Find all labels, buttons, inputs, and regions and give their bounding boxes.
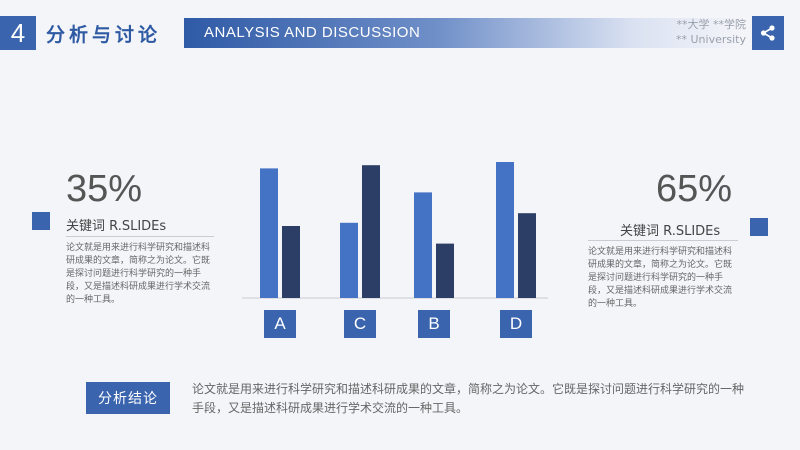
bar-B-series-2 [436,243,454,298]
university-name: ** University [676,33,746,46]
right-divider [588,240,738,241]
left-divider [66,236,214,237]
left-keyword: 关键词 R.SLIDEs [66,219,167,234]
section-title-en: ANALYSIS AND DISCUSSION [204,24,421,41]
school-label: **大学 **学院 ** University [676,17,746,47]
category-label-D: D [500,310,532,338]
right-keyword: 关键词 R.SLIDEs [620,224,721,239]
section-number: 4 [0,16,36,50]
conclusion-button[interactable]: 分析结论 [86,382,170,414]
category-label-C: C [344,310,376,338]
right-marker-square [750,218,768,236]
header-band [184,18,744,48]
left-percent: 35% [66,168,143,210]
left-paragraph: 论文就是用来进行科学研究和描述科研成果的文章，简称之为论文。它既是探讨问题进行科… [66,243,211,305]
section-title-cn: 分析与讨论 [46,24,162,46]
share-button[interactable] [752,16,784,50]
conclusion-text: 论文就是用来进行科学研究和描述科研成果的文章，简称之为论文。它既是探讨问题进行科… [192,382,745,415]
bar-D-series-1 [496,162,514,298]
bar-A-series-2 [282,226,300,298]
right-paragraph: 论文就是用来进行科学研究和描述科研成果的文章，简称之为论文。它既是探讨问题进行科… [588,247,733,309]
school-name: **大学 **学院 [676,18,747,31]
category-label-B: B [418,310,450,338]
share-icon [760,25,775,41]
bar-chart [242,162,548,299]
bar-C-series-2 [362,165,380,298]
bar-C-series-1 [340,222,358,298]
bar-B-series-1 [414,192,432,298]
bar-D-series-2 [518,213,536,298]
category-label-A: A [264,310,296,338]
right-percent: 65% [656,168,733,210]
left-marker-square [32,212,50,230]
bar-A-series-1 [260,168,278,298]
